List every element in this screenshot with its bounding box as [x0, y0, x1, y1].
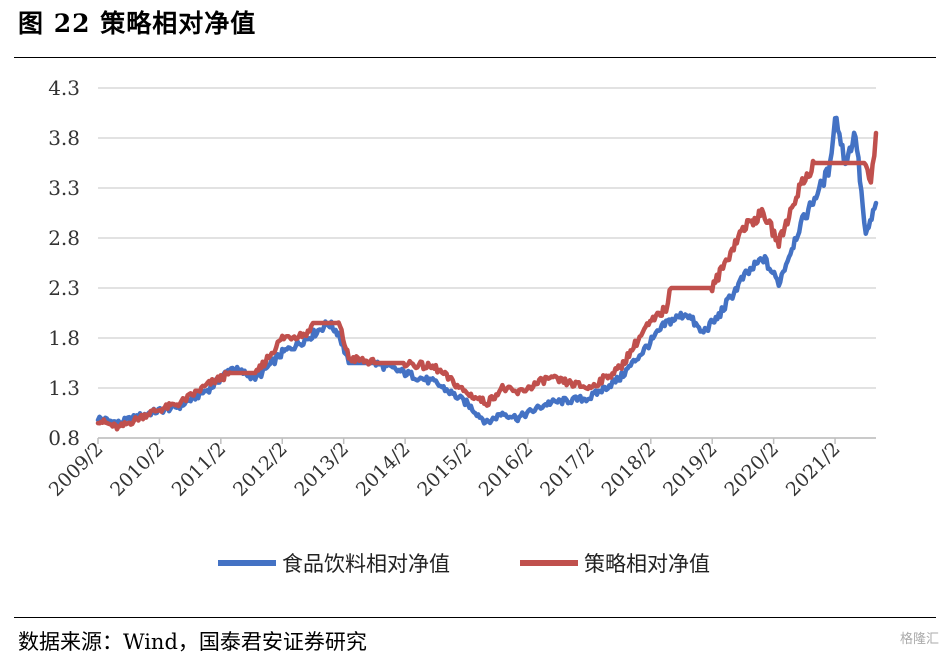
x-tick-label: 2016/2: [475, 438, 538, 501]
y-tick-label: 0.8: [48, 426, 80, 450]
bottom-rule: [14, 617, 936, 618]
y-tick-label: 3.3: [48, 176, 80, 200]
x-tick-label: 2011/2: [168, 438, 231, 501]
y-tick-label: 2.8: [48, 226, 80, 250]
watermark: 格隆汇: [899, 632, 939, 647]
x-tick-labels: 2009/22010/22011/22012/22013/22014/22015…: [45, 438, 845, 501]
x-tick-label: 2014/2: [352, 438, 415, 501]
figure-title: 图 22 策略相对净值: [18, 9, 257, 38]
legend: 食品饮料相对净值 策略相对净值: [218, 552, 710, 576]
y-tick-label: 1.3: [48, 376, 80, 400]
x-tick-label: 2013/2: [290, 438, 353, 501]
top-rule: [14, 57, 936, 58]
x-tick-label: 2019/2: [659, 438, 722, 501]
y-tick-labels: 4.3 3.8 3.3 2.8 2.3 1.8 1.3 0.8: [48, 76, 80, 450]
x-tick-label: 2010/2: [106, 438, 169, 501]
series-line-strategy: [95, 130, 879, 432]
grid-lines: [98, 87, 876, 439]
y-tick-label: 4.3: [48, 76, 80, 100]
x-tick-label: 2012/2: [229, 438, 292, 501]
x-tick-label: 2015/2: [413, 438, 476, 501]
x-tick-label: 2017/2: [536, 438, 599, 501]
legend-food-beverage-label: 食品饮料相对净值: [282, 552, 450, 576]
series-lines: [95, 115, 879, 432]
y-tick-label: 3.8: [48, 126, 80, 150]
series-line-food-beverage: [95, 115, 879, 427]
legend-strategy-label: 策略相对净值: [584, 552, 710, 576]
x-tick-label: 2020/2: [720, 438, 783, 501]
x-tick-label: 2021/2: [782, 438, 845, 501]
y-tick-label: 2.3: [48, 276, 80, 300]
source-note: 数据来源：Wind，国泰君安证券研究: [18, 630, 367, 654]
y-tick-label: 1.8: [48, 326, 80, 350]
x-tick-label: 2018/2: [598, 438, 661, 501]
